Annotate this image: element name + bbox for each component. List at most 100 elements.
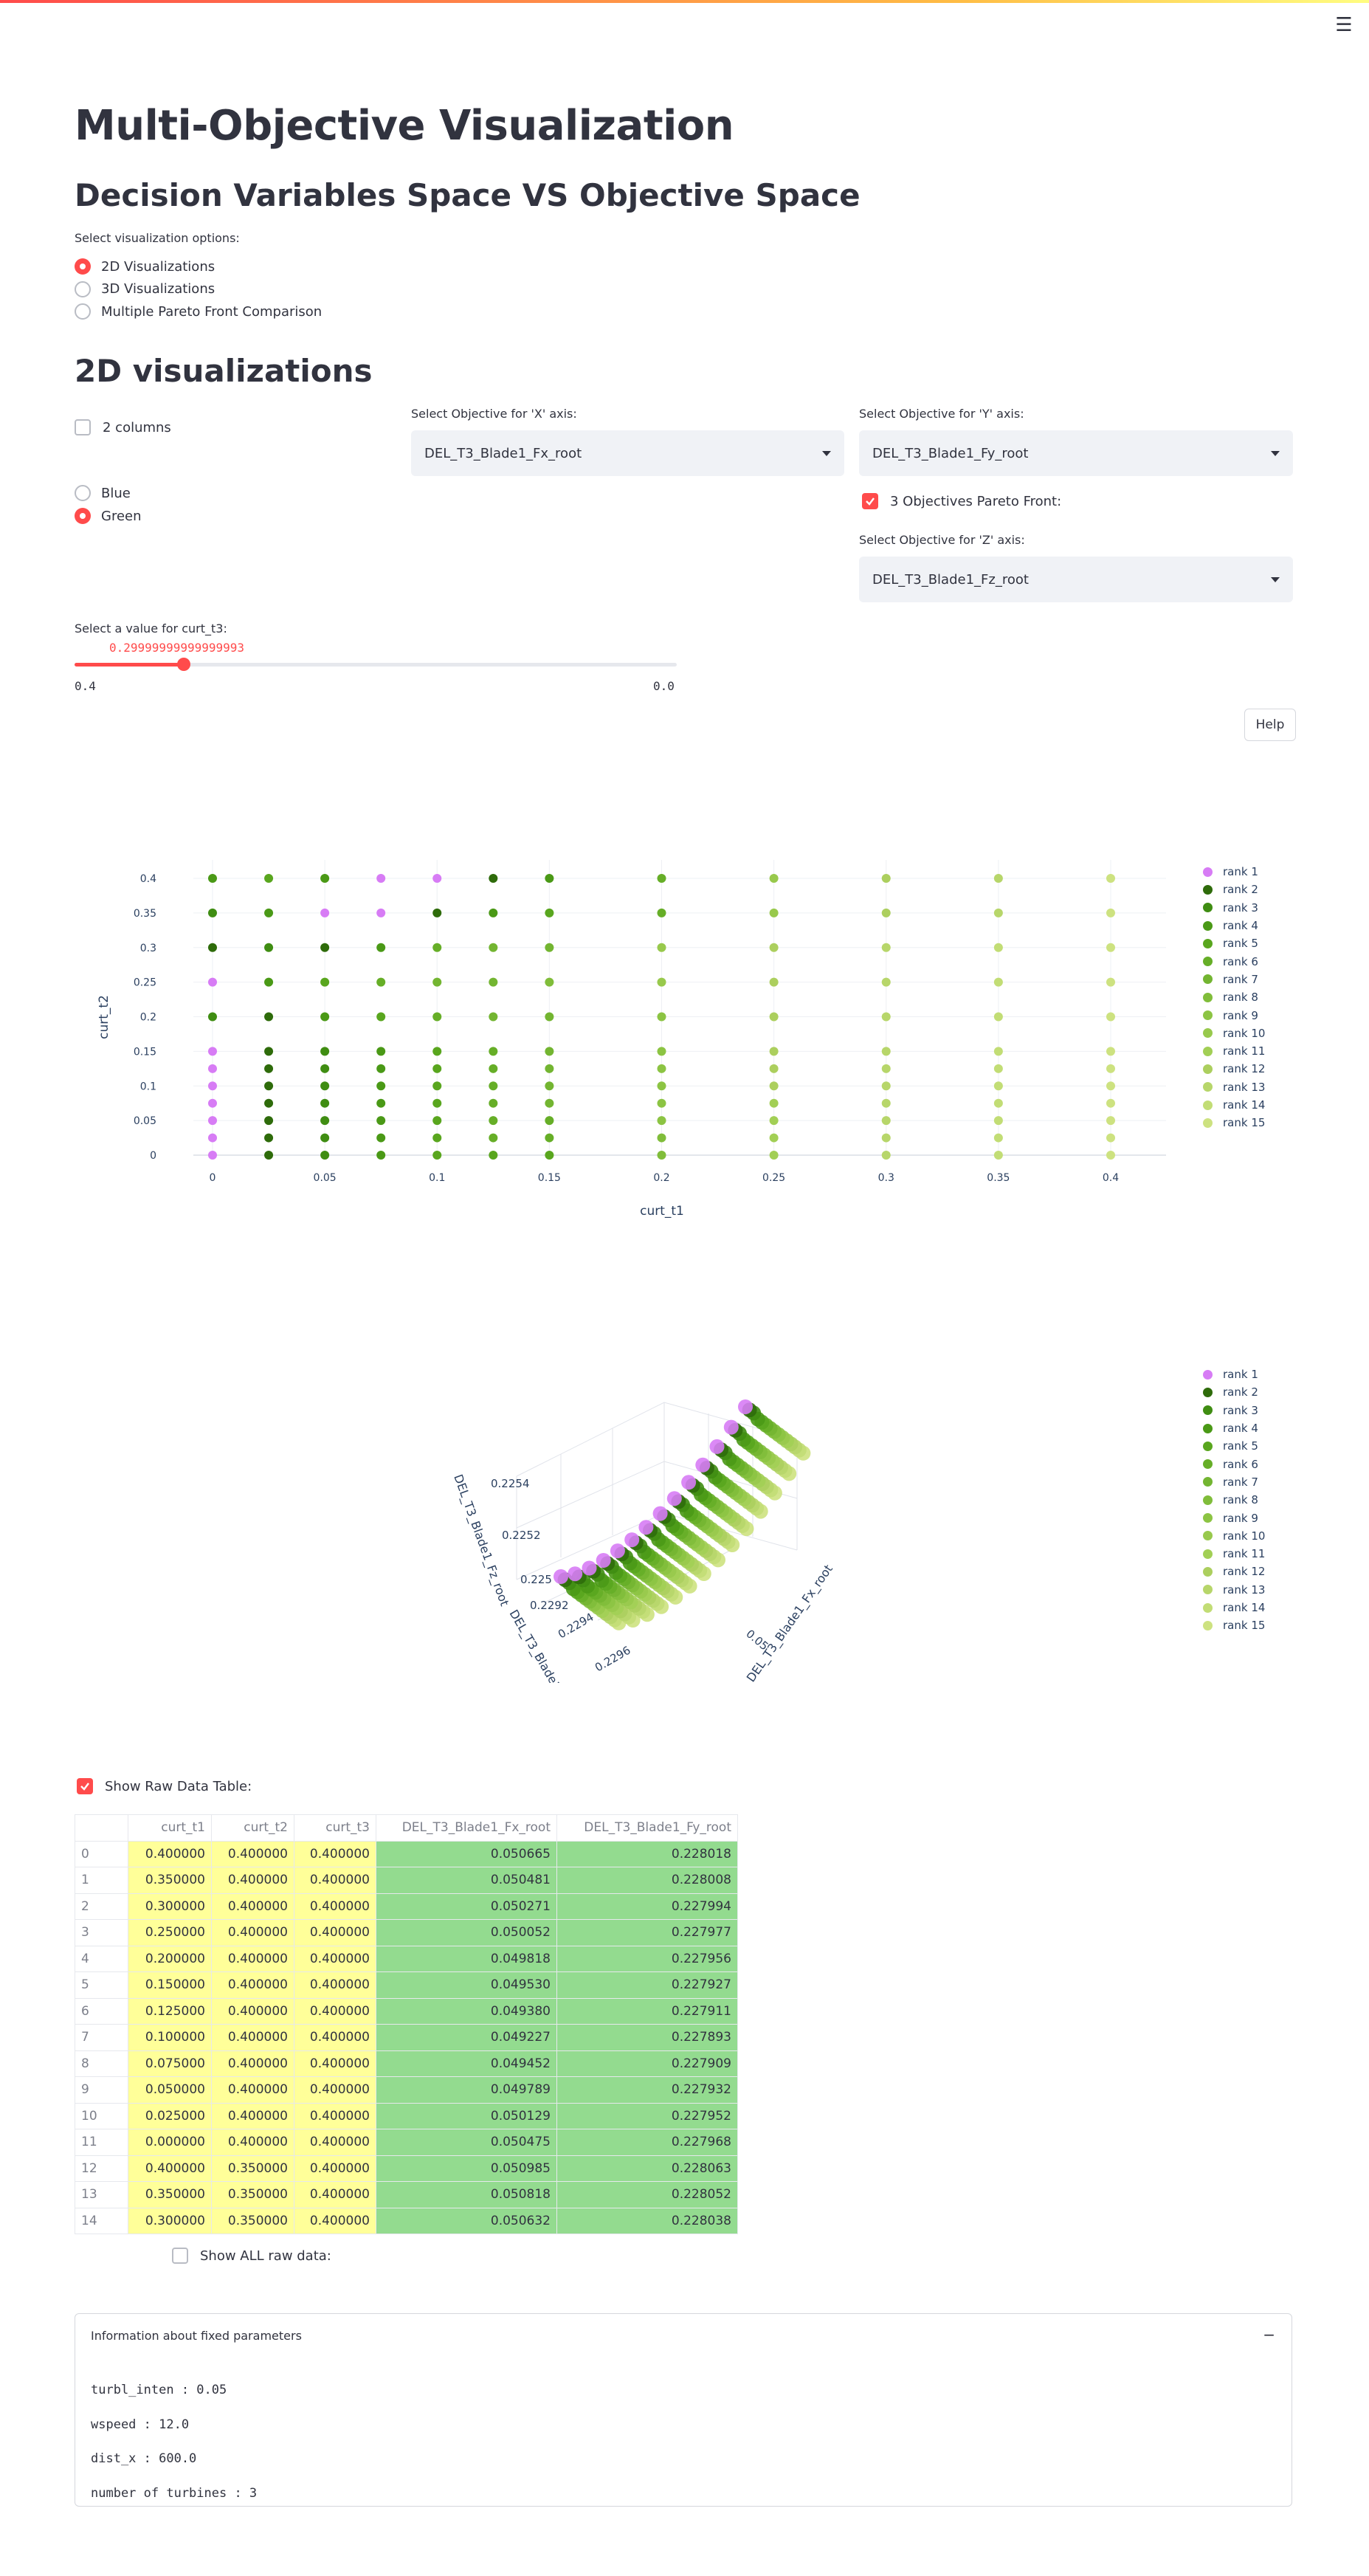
data-point[interactable] bbox=[881, 908, 891, 917]
data-point-3d[interactable] bbox=[610, 1543, 625, 1559]
z-axis-select[interactable]: DEL_T3_Blade1_Fz_root bbox=[859, 557, 1293, 602]
checkbox-box-checked[interactable] bbox=[862, 493, 878, 509]
data-point[interactable] bbox=[881, 1012, 891, 1022]
data-point[interactable] bbox=[881, 1133, 891, 1143]
data-point[interactable] bbox=[320, 1064, 330, 1073]
data-point[interactable] bbox=[993, 1081, 1003, 1091]
data-point-3d[interactable] bbox=[709, 1439, 725, 1454]
data-point[interactable] bbox=[208, 1064, 217, 1073]
data-point[interactable] bbox=[208, 874, 217, 883]
data-point[interactable] bbox=[264, 1116, 274, 1126]
legend-item[interactable]: rank 15 bbox=[1203, 1114, 1265, 1132]
data-point[interactable] bbox=[208, 1098, 217, 1108]
data-point[interactable] bbox=[320, 1098, 330, 1108]
data-point[interactable] bbox=[545, 1151, 554, 1160]
data-point[interactable] bbox=[320, 1012, 330, 1022]
data-point[interactable] bbox=[376, 1081, 386, 1091]
table-header-cell[interactable]: DEL_T3_Blade1_Fy_root bbox=[556, 1814, 738, 1842]
data-point[interactable] bbox=[376, 1151, 386, 1160]
data-point-3d[interactable] bbox=[681, 1475, 697, 1490]
data-point[interactable] bbox=[657, 1098, 666, 1108]
data-point[interactable] bbox=[208, 943, 217, 952]
data-point[interactable] bbox=[320, 1116, 330, 1126]
help-button[interactable]: Help bbox=[1244, 709, 1296, 741]
data-point[interactable] bbox=[489, 1064, 498, 1073]
data-point[interactable] bbox=[657, 1047, 666, 1056]
data-point[interactable] bbox=[320, 874, 330, 883]
data-point[interactable] bbox=[264, 908, 274, 917]
data-point[interactable] bbox=[376, 977, 386, 987]
data-point[interactable] bbox=[432, 874, 442, 883]
legend-item[interactable]: rank 14 bbox=[1203, 1599, 1265, 1616]
data-point[interactable] bbox=[376, 1012, 386, 1022]
data-point-3d[interactable] bbox=[624, 1532, 640, 1548]
data-point[interactable] bbox=[993, 943, 1003, 952]
data-point[interactable] bbox=[545, 1098, 554, 1108]
data-point[interactable] bbox=[657, 908, 666, 917]
data-point[interactable] bbox=[264, 1064, 274, 1073]
data-point[interactable] bbox=[545, 943, 554, 952]
legend-item[interactable]: rank 11 bbox=[1203, 1545, 1265, 1563]
data-point[interactable] bbox=[208, 1012, 217, 1022]
radio-circle[interactable] bbox=[75, 485, 91, 501]
data-point[interactable] bbox=[208, 1047, 217, 1056]
data-point[interactable] bbox=[993, 874, 1003, 883]
legend-item[interactable]: rank 4 bbox=[1203, 1419, 1265, 1437]
data-point[interactable] bbox=[769, 874, 779, 883]
data-point[interactable] bbox=[264, 1047, 274, 1056]
data-point[interactable] bbox=[769, 1151, 779, 1160]
data-point[interactable] bbox=[1106, 1064, 1115, 1073]
legend-item[interactable]: rank 4 bbox=[1203, 917, 1265, 934]
data-point[interactable] bbox=[489, 908, 498, 917]
data-point[interactable] bbox=[1106, 1133, 1115, 1143]
legend-item[interactable]: rank 3 bbox=[1203, 1402, 1265, 1419]
data-point[interactable] bbox=[489, 943, 498, 952]
data-point[interactable] bbox=[545, 1133, 554, 1143]
y-axis-select[interactable]: DEL_T3_Blade1_Fy_root bbox=[859, 430, 1293, 476]
data-point[interactable] bbox=[545, 1116, 554, 1126]
data-point[interactable] bbox=[881, 1151, 891, 1160]
data-point[interactable] bbox=[657, 977, 666, 987]
legend-item[interactable]: rank 2 bbox=[1203, 1383, 1265, 1401]
data-point[interactable] bbox=[657, 943, 666, 952]
data-point[interactable] bbox=[545, 1081, 554, 1091]
data-point[interactable] bbox=[432, 943, 442, 952]
data-point[interactable] bbox=[432, 1012, 442, 1022]
data-point[interactable] bbox=[432, 977, 442, 987]
data-point[interactable] bbox=[376, 943, 386, 952]
data-point[interactable] bbox=[993, 1064, 1003, 1073]
data-point[interactable] bbox=[432, 1133, 442, 1143]
data-point[interactable] bbox=[489, 874, 498, 883]
radio-circle-selected[interactable] bbox=[75, 508, 91, 524]
data-point[interactable] bbox=[320, 1081, 330, 1091]
data-point[interactable] bbox=[657, 1012, 666, 1022]
data-point-3d[interactable] bbox=[695, 1457, 711, 1473]
data-point[interactable] bbox=[264, 1012, 274, 1022]
show-all-raw-checkbox[interactable]: Show ALL raw data: bbox=[172, 2248, 331, 2264]
legend-item[interactable]: rank 9 bbox=[1203, 1509, 1265, 1526]
data-point[interactable] bbox=[1106, 1047, 1115, 1056]
raw-data-table[interactable]: curt_t1 curt_t2 curt_t3 DEL_T3_Blade1_Fx_ro… bbox=[75, 1814, 738, 2234]
data-point[interactable] bbox=[1106, 874, 1115, 883]
legend-item[interactable]: rank 14 bbox=[1203, 1096, 1265, 1114]
data-point[interactable] bbox=[1106, 1081, 1115, 1091]
legend-item[interactable]: rank 5 bbox=[1203, 934, 1265, 952]
radio-circle[interactable] bbox=[75, 280, 91, 297]
data-point[interactable] bbox=[993, 908, 1003, 917]
data-point[interactable] bbox=[769, 1133, 779, 1143]
viz-option-radio[interactable]: Multiple Pareto Front Comparison bbox=[75, 303, 322, 320]
data-point[interactable] bbox=[881, 977, 891, 987]
data-point[interactable] bbox=[545, 908, 554, 917]
data-point[interactable] bbox=[545, 1012, 554, 1022]
legend-item[interactable]: rank 10 bbox=[1203, 1024, 1265, 1042]
data-point-3d[interactable] bbox=[666, 1491, 682, 1506]
legend-item[interactable]: rank 10 bbox=[1203, 1527, 1265, 1545]
data-point[interactable] bbox=[320, 908, 330, 917]
data-point[interactable] bbox=[264, 874, 274, 883]
data-point[interactable] bbox=[769, 977, 779, 987]
legend-item[interactable]: rank 3 bbox=[1203, 899, 1265, 917]
data-point[interactable] bbox=[993, 977, 1003, 987]
data-point[interactable] bbox=[208, 1133, 217, 1143]
radio-circle[interactable] bbox=[75, 258, 91, 275]
data-point[interactable] bbox=[376, 1116, 386, 1126]
